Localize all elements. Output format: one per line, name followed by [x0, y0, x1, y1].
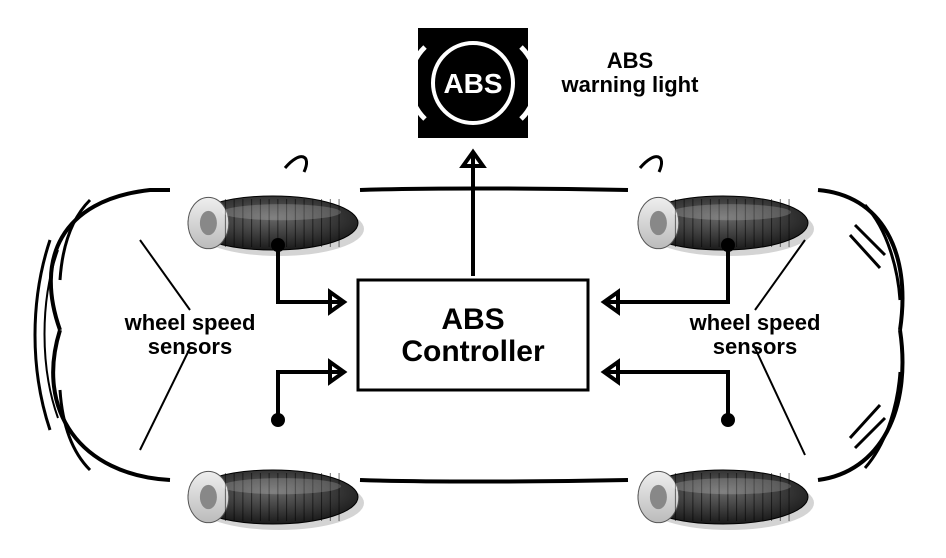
pointer-line	[140, 348, 190, 450]
wheel	[638, 470, 814, 530]
pointer-line	[755, 348, 805, 455]
sensor-label: wheel speed	[124, 310, 256, 335]
abs-warning-icon: ABS	[410, 28, 537, 138]
abs-controller-label: Controller	[401, 335, 545, 368]
sensor-label: wheel speed	[689, 310, 821, 335]
warning-label: warning light	[561, 72, 700, 97]
car-detail	[850, 235, 880, 268]
car-front	[35, 240, 50, 430]
car-detail	[850, 405, 880, 438]
abs-icon-text: ABS	[443, 68, 502, 99]
arrow-line	[604, 372, 728, 420]
wheel	[188, 470, 364, 530]
car-corner-rl	[60, 390, 90, 470]
abs-controller-label: ABS	[441, 303, 504, 336]
headlight-mark	[285, 157, 307, 172]
sensor-label: sensors	[148, 334, 232, 359]
pointer-line	[140, 240, 190, 310]
sensor-label: sensors	[713, 334, 797, 359]
headlight-mark	[640, 157, 662, 172]
warning-label: ABS	[607, 48, 653, 73]
